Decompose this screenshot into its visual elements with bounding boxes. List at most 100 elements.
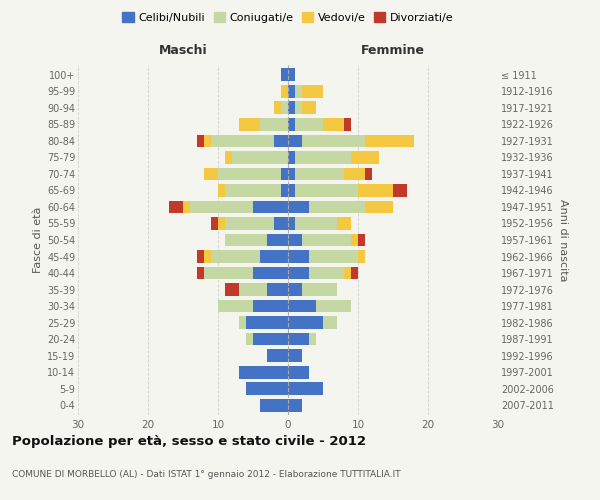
Bar xyxy=(288,102,295,114)
Bar xyxy=(246,382,288,395)
Bar xyxy=(211,250,260,263)
Bar xyxy=(288,151,295,164)
Bar xyxy=(288,184,295,197)
Bar xyxy=(211,217,218,230)
Bar xyxy=(309,332,316,345)
Bar xyxy=(358,250,365,263)
Bar xyxy=(393,184,407,197)
Bar xyxy=(260,118,288,131)
Bar xyxy=(288,68,295,82)
Bar xyxy=(309,266,344,280)
Bar xyxy=(253,200,288,213)
Bar xyxy=(288,349,302,362)
Bar xyxy=(281,68,288,82)
Bar xyxy=(260,398,288,411)
Bar xyxy=(218,184,225,197)
Bar xyxy=(211,134,274,147)
Bar xyxy=(183,200,190,213)
Bar xyxy=(344,168,365,180)
Bar xyxy=(351,151,379,164)
Bar xyxy=(365,134,414,147)
Bar xyxy=(323,118,344,131)
Bar xyxy=(365,168,372,180)
Bar xyxy=(351,234,358,246)
Bar xyxy=(204,168,218,180)
Bar xyxy=(337,217,351,230)
Bar xyxy=(218,300,253,312)
Bar xyxy=(288,398,302,411)
Bar xyxy=(358,234,365,246)
Bar xyxy=(246,316,288,329)
Text: COMUNE DI MORBELLO (AL) - Dati ISTAT 1° gennaio 2012 - Elaborazione TUTTITALIA.I: COMUNE DI MORBELLO (AL) - Dati ISTAT 1° … xyxy=(12,470,401,479)
Bar xyxy=(274,217,288,230)
Bar xyxy=(302,134,365,147)
Bar xyxy=(218,168,281,180)
Bar xyxy=(169,200,183,213)
Bar xyxy=(260,250,288,263)
Bar xyxy=(239,316,246,329)
Bar xyxy=(253,266,288,280)
Bar xyxy=(190,200,253,213)
Bar xyxy=(281,85,288,98)
Bar xyxy=(246,332,253,345)
Bar xyxy=(288,200,309,213)
Bar xyxy=(295,217,337,230)
Bar xyxy=(267,283,288,296)
Bar xyxy=(288,234,302,246)
Bar xyxy=(288,217,295,230)
Bar xyxy=(302,234,351,246)
Bar xyxy=(316,300,351,312)
Bar xyxy=(267,349,288,362)
Bar xyxy=(295,151,351,164)
Bar xyxy=(281,102,288,114)
Bar xyxy=(309,200,365,213)
Bar xyxy=(253,300,288,312)
Bar xyxy=(197,266,204,280)
Bar xyxy=(295,85,302,98)
Bar xyxy=(288,168,295,180)
Bar xyxy=(274,102,281,114)
Bar xyxy=(232,151,288,164)
Bar xyxy=(225,184,281,197)
Bar xyxy=(288,382,323,395)
Bar xyxy=(204,134,211,147)
Bar xyxy=(288,283,302,296)
Bar xyxy=(295,102,302,114)
Bar xyxy=(358,184,393,197)
Bar xyxy=(197,134,204,147)
Bar xyxy=(344,266,351,280)
Bar xyxy=(288,332,309,345)
Bar xyxy=(225,151,232,164)
Bar xyxy=(239,118,260,131)
Bar xyxy=(225,283,239,296)
Legend: Celibi/Nubili, Coniugati/e, Vedovi/e, Divorziati/e: Celibi/Nubili, Coniugati/e, Vedovi/e, Di… xyxy=(118,8,458,28)
Bar xyxy=(225,234,267,246)
Bar xyxy=(344,118,351,131)
Bar xyxy=(197,250,204,263)
Bar xyxy=(239,283,267,296)
Text: Femmine: Femmine xyxy=(361,44,425,57)
Bar xyxy=(288,266,309,280)
Bar xyxy=(281,184,288,197)
Bar xyxy=(225,217,274,230)
Bar xyxy=(323,316,337,329)
Bar xyxy=(288,316,323,329)
Bar xyxy=(351,266,358,280)
Bar xyxy=(295,184,358,197)
Bar xyxy=(309,250,358,263)
Bar xyxy=(204,250,211,263)
Bar xyxy=(302,283,337,296)
Bar xyxy=(288,250,309,263)
Text: Maschi: Maschi xyxy=(158,44,208,57)
Bar xyxy=(204,266,253,280)
Bar xyxy=(239,366,288,378)
Bar xyxy=(267,234,288,246)
Bar xyxy=(274,134,288,147)
Bar xyxy=(295,168,344,180)
Bar xyxy=(288,366,309,378)
Bar xyxy=(288,300,316,312)
Bar xyxy=(288,134,302,147)
Bar xyxy=(218,217,225,230)
Text: Popolazione per età, sesso e stato civile - 2012: Popolazione per età, sesso e stato civil… xyxy=(12,435,366,448)
Bar xyxy=(302,85,323,98)
